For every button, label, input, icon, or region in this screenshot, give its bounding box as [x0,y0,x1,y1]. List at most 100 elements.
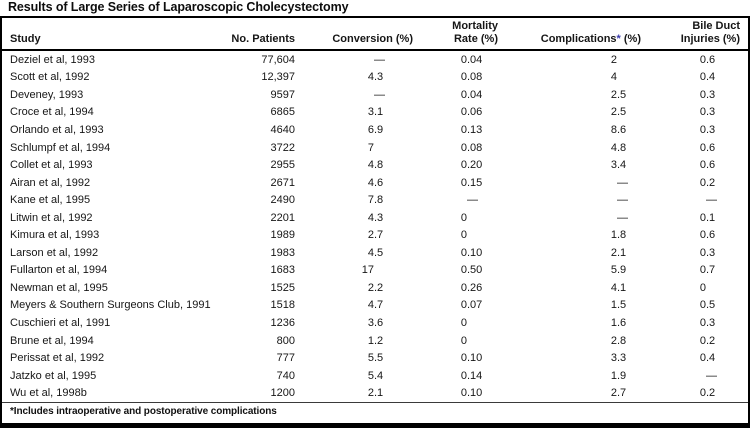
table-row: Jatzko et al, 1995 740 5.4 0.14 1.9 — [2,367,748,385]
conversion-frac: .6 [374,316,384,329]
patients-cell: 800 [276,334,295,347]
mortality-frac: — [467,194,478,207]
complications-frac: .1 [617,246,627,259]
mortality-frac: .50 [467,264,483,277]
complications-frac: .8 [617,229,627,242]
complications-cell: 2.7 [500,387,643,399]
bile-duct-frac: — [706,369,717,382]
col-header-bile-duct: Bile Duct Injuries (%) [643,18,748,49]
conversion-int: 3 [367,316,374,329]
complications-cell: — [500,177,643,189]
complications-int: 4 [610,281,617,294]
bile-duct-frac: .6 [706,159,716,172]
bile-duct-frac: .3 [706,88,716,101]
conversion-frac: .3 [374,71,384,84]
complications-frac: — [617,211,628,224]
mortality-int: 0 [460,88,467,101]
bile-duct-cell: 0.3 [643,124,748,136]
mortality-frac: .13 [467,123,483,136]
complications-int: 1 [610,229,617,242]
table-row: Croce et al, 1994 6865 3.1 0.06 2.5 0.3 [2,104,748,122]
mortality-frac: .10 [467,387,483,400]
mortality-cell: 0.06 [420,106,500,118]
conversion-int [297,89,374,101]
conversion-cell: 4.8 [297,159,420,171]
mortality-int: 0 [460,106,467,119]
mortality-cell: 0.04 [420,54,500,66]
patients-cell: 2490 [270,194,295,207]
conversion-cell: 5.5 [297,352,420,364]
col-header-conversion: Conversion (%) [332,33,413,45]
bile-duct-frac: .6 [706,53,716,66]
patients-cell: 3722 [270,141,295,154]
bile-duct-frac: .2 [706,176,716,189]
conversion-frac [374,264,420,276]
conversion-frac: .2 [374,281,384,294]
bile-duct-cell: 0.6 [643,159,748,171]
complications-int: 2 [610,53,617,66]
complications-frac: .5 [617,299,627,312]
conversion-int: 4 [367,159,374,172]
table-row: Perissat et al, 1992 777 5.5 0.10 3.3 0.… [2,349,748,367]
study-cell: Kimura et al, 1993 [10,229,100,242]
complications-cell: 2.5 [500,106,643,118]
complications-cell: 1.5 [500,299,643,311]
complications-int: 1 [610,299,617,312]
bile-duct-frac: .4 [706,71,716,84]
mortality-frac: .20 [467,159,483,172]
complications-frac: .3 [617,352,627,365]
conversion-frac: .3 [374,211,384,224]
bile-duct-frac: .3 [706,123,716,136]
mortality-int: 0 [460,334,467,347]
mortality-int: 0 [460,352,467,365]
study-cell: Scott et al, 1992 [10,71,90,84]
conversion-int: 1 [367,334,374,347]
bile-duct-cell: 0.5 [643,299,748,311]
conversion-cell: 6.9 [297,124,420,136]
patients-cell: 1525 [270,281,295,294]
table-footnote: *Includes intraoperative and postoperati… [2,402,748,421]
complications-int [500,212,617,224]
bile-duct-frac: — [706,194,717,207]
bile-duct-int [643,194,706,206]
complications-frac: .8 [617,141,627,154]
patients-cell: 2671 [270,176,295,189]
bile-duct-cell: 0.6 [643,54,748,66]
table-row: Deveney, 1993 9597 — 0.04 2.5 0.3 [2,86,748,104]
mortality-frac: .04 [467,88,483,101]
table-row: Larson et al, 1992 1983 4.5 0.10 2.1 0.3 [2,244,748,262]
complications-frac: .6 [617,316,627,329]
table-row: Meyers & Southern Surgeons Club, 1991 15… [2,297,748,315]
conversion-cell: 4.5 [297,247,420,259]
complications-int [500,177,617,189]
complications-int: 2 [610,334,617,347]
complications-cell: — [500,212,643,224]
patients-cell: 1518 [270,299,295,312]
bile-duct-int: 0 [699,316,706,329]
table-row: Newman et al, 1995 1525 2.2 0.26 4.1 0 [2,279,748,297]
mortality-cell: 0.15 [420,177,500,189]
complications-cell: 4.8 [500,142,643,154]
complications-cell: 4.1 [500,282,643,294]
table-row: Brune et al, 1994 800 1.2 0 2.8 0.2 [2,332,748,350]
bile-duct-cell: 0.4 [643,71,748,83]
complications-int: 1 [610,369,617,382]
conversion-cell: 2.7 [297,229,420,241]
mortality-cell: 0.04 [420,89,500,101]
bile-duct-cell: 0.2 [643,335,748,347]
bile-duct-int: 0 [699,334,706,347]
mortality-cell: 0 [420,335,500,347]
conversion-int: 6 [367,123,374,136]
study-cell: Deveney, 1993 [10,88,84,101]
col-header-bile-duct-line1: Bile Duct [692,20,740,32]
complications-int: 8 [610,123,617,136]
table-row: Fullarton et al, 1994 1683 17 0.50 5.9 0… [2,262,748,280]
complications-cell: 1.8 [500,229,643,241]
complications-frac: — [617,176,628,189]
study-cell: Airan et al, 1992 [10,176,91,189]
complications-cell: 2.5 [500,89,643,101]
patients-cell: 1200 [270,387,295,400]
table-header-row: Study No. Patients Conversion (%) Mortal… [2,18,748,51]
conversion-cell: 2.2 [297,282,420,294]
bile-duct-int: 0 [699,211,706,224]
